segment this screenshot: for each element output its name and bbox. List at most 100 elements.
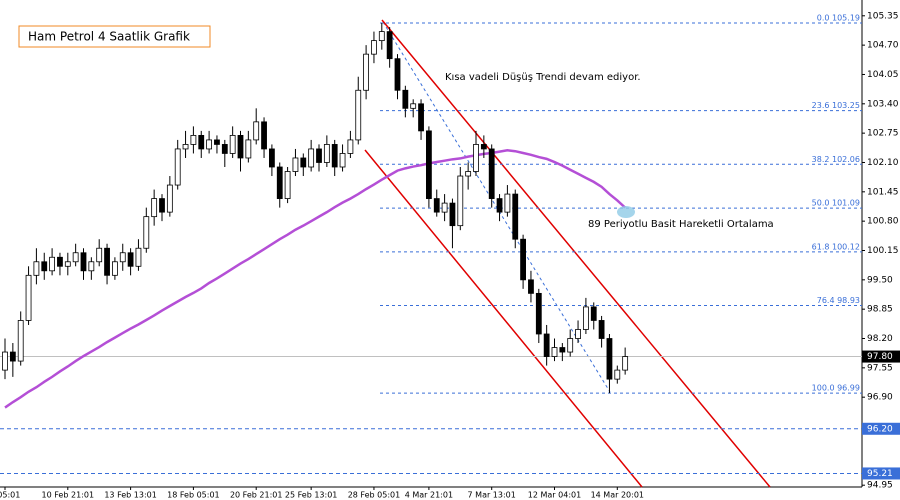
candle-body [64,261,71,267]
candle-body [457,175,464,227]
candle-body [49,256,55,272]
candle-body [190,135,197,145]
candle-body [528,279,534,294]
candle-body [575,329,581,339]
candle-body [347,139,354,154]
moving-average [4,149,626,409]
candle-body [72,252,79,263]
x-tick-label: 20 Feb 21:01 [230,491,282,500]
candle-body [206,139,213,150]
ma-highlight [617,206,635,218]
candle-body [151,198,158,218]
y-tick-label: 99.50 [867,275,893,285]
candle-body [473,144,479,172]
plot: 105.35 104.70 104.05 103.40 102.75 102.10 101.… [0,11,899,491]
candle-body [559,347,566,353]
candle-body [402,89,409,109]
candle-body [386,31,393,60]
fib-label: 61.8 100.12 [812,242,860,251]
candle-body [159,198,165,213]
candle-body [88,261,95,272]
candle-body [143,216,150,249]
candle-body [378,31,385,42]
candle-body [166,184,173,213]
x-tick-label: 18 Feb 05:01 [167,491,219,500]
candle-body [276,166,283,199]
candle-body [25,274,32,321]
candle-body [127,252,134,267]
candle-body [394,58,401,91]
x-tick-label: 12 Mar 04:01 [528,491,581,500]
candle-body [504,193,511,213]
y-tick-label: 105.35 [867,11,899,21]
candle-body [221,144,228,154]
candle-body [214,139,220,145]
candle-body [2,351,8,371]
candle-body [323,144,330,163]
candle-body [480,144,487,150]
candle-body [410,103,417,109]
candle-body [598,320,605,339]
candle-body [104,247,110,276]
annotation: 89 Periyotlu Basit Hareketli Ortalama [588,219,774,230]
candle-body [33,261,40,276]
candle-body [119,252,126,263]
y-tick-label: 104.05 [867,70,899,80]
candle-body [590,306,597,321]
candle-body [418,103,424,132]
fib-label: 100.0 96.99 [812,384,860,393]
candle-body [520,238,526,281]
fib-label: 23.6 103.25 [812,101,860,110]
price-box [862,350,900,363]
x-tick-label: 7 Mar 13:01 [468,491,516,500]
candle-body [363,53,370,91]
candle-body [292,157,299,172]
x-tick-label: 25 Feb 13:01 [285,491,337,500]
fib-label: 38.2 102.06 [812,155,860,164]
candle-body [488,148,495,199]
candle-body [583,306,589,330]
candle-body [229,135,236,154]
candle-body [512,193,519,240]
candle-body [433,198,440,213]
candle-body [551,347,558,357]
candle-body [9,351,16,362]
candle-body [449,202,456,227]
candle-body [441,202,448,213]
y-tick-label: 102.10 [867,158,899,168]
channel-lower [364,149,643,488]
title-box [18,25,211,48]
candle-body [535,292,542,335]
candle-body [496,198,503,213]
candle-body [371,40,377,55]
x-tick-label: 14 Mar 20:01 [591,491,644,500]
fib-trend-line [382,21,611,393]
candle-body [261,121,267,150]
candle-body [606,338,613,380]
candle-body [80,252,87,272]
candle-body [245,139,252,159]
candle-body [316,148,322,163]
y-tick-label: 96.90 [867,393,893,403]
candle-body [465,171,472,177]
y-tick-label: 98.20 [867,334,893,344]
candle-body [308,148,315,168]
fib-label: 0.0 105.19 [817,14,860,23]
candle-body [112,261,118,276]
channel-upper [381,19,771,488]
candle-body [135,247,142,267]
price-label: 95.21 [867,469,893,479]
candle-body [567,338,574,353]
fib-label: 76.4 98.93 [817,296,860,305]
x-tick-label: 4 Mar 21:01 [405,491,453,500]
candle-body [339,153,346,168]
y-tick-label: 100.15 [867,246,899,256]
price-box [862,467,900,480]
candle-body [622,356,629,371]
candle-body [174,148,181,186]
current-price-label: 97.80 [867,352,893,362]
candle-body [425,130,432,199]
y-tick-label: 101.45 [867,187,899,197]
chart-title: Ham Petrol 4 Saatlik Grafik [28,30,190,44]
x-tick-label: 28 Feb 05:01 [348,491,400,500]
